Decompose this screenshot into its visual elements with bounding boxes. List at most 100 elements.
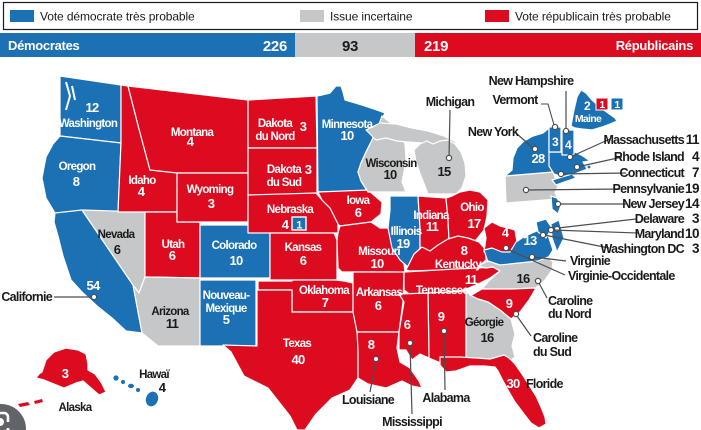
- svg-text:Dakota: Dakota: [267, 164, 302, 176]
- svg-text:Delaware: Delaware: [635, 212, 685, 226]
- svg-text:Missouri: Missouri: [358, 246, 400, 258]
- svg-text:40: 40: [291, 352, 305, 367]
- svg-text:Iowa: Iowa: [347, 195, 371, 207]
- svg-text:Maine: Maine: [575, 113, 602, 125]
- svg-text:4: 4: [502, 225, 510, 240]
- svg-text:Vermont: Vermont: [492, 93, 539, 107]
- svg-text:Connecticut: Connecticut: [619, 166, 685, 180]
- svg-text:Utah: Utah: [162, 239, 185, 251]
- svg-text:Nebraska: Nebraska: [267, 204, 314, 216]
- svg-text:10: 10: [383, 167, 397, 182]
- svg-text:Arkansas: Arkansas: [356, 287, 402, 299]
- svg-text:6: 6: [355, 205, 362, 220]
- svg-text:1: 1: [599, 99, 605, 111]
- svg-text:Caroline: Caroline: [533, 331, 578, 345]
- svg-text:Washington DC: Washington DC: [601, 242, 685, 256]
- svg-text:Oklahoma: Oklahoma: [299, 285, 350, 297]
- svg-text:Michigan: Michigan: [426, 95, 475, 109]
- svg-text:8: 8: [73, 174, 80, 189]
- svg-text:8: 8: [461, 243, 468, 258]
- svg-text:Caroline: Caroline: [548, 294, 593, 308]
- svg-text:Minnesota: Minnesota: [322, 119, 374, 131]
- svg-text:3: 3: [300, 119, 307, 134]
- svg-text:Géorgie: Géorgie: [465, 317, 504, 329]
- svg-text:Arizona: Arizona: [151, 306, 190, 318]
- svg-text:54: 54: [86, 278, 101, 293]
- svg-text:Alaska: Alaska: [59, 402, 93, 414]
- svg-text:Nouveau-: Nouveau-: [203, 290, 251, 302]
- svg-text:10: 10: [229, 253, 243, 268]
- svg-text:Ohio: Ohio: [460, 202, 484, 214]
- svg-text:10: 10: [340, 128, 354, 143]
- svg-text:Maryland: Maryland: [635, 227, 684, 241]
- svg-text:Issue incertaine: Issue incertaine: [330, 10, 413, 24]
- svg-text:11: 11: [166, 316, 179, 331]
- svg-text:Virginie: Virginie: [570, 254, 611, 268]
- svg-text:New York: New York: [468, 125, 519, 139]
- svg-text:Alabama: Alabama: [422, 391, 471, 405]
- svg-text:Rhode Island: Rhode Island: [614, 150, 684, 164]
- svg-text:4: 4: [565, 138, 572, 152]
- svg-text:19: 19: [685, 181, 699, 196]
- svg-text:Wisconsin: Wisconsin: [365, 158, 417, 170]
- svg-text:New Jersey: New Jersey: [622, 197, 685, 211]
- svg-text:9: 9: [506, 296, 513, 311]
- svg-text:17: 17: [467, 216, 481, 231]
- svg-text:10: 10: [685, 226, 699, 241]
- svg-text:Floride: Floride: [526, 377, 564, 391]
- svg-text:Vote républicain très probable: Vote républicain très probable: [515, 10, 671, 24]
- svg-text:Oregon: Oregon: [59, 161, 96, 173]
- svg-text:219: 219: [424, 38, 448, 55]
- svg-text:226: 226: [263, 38, 287, 55]
- svg-text:16: 16: [480, 330, 494, 345]
- svg-text:Tennessee: Tennessee: [416, 285, 469, 297]
- svg-text:Washington: Washington: [59, 118, 118, 130]
- svg-text:16: 16: [516, 271, 530, 286]
- svg-text:6: 6: [404, 317, 411, 332]
- svg-text:Kentucky: Kentucky: [435, 259, 482, 271]
- svg-text:3: 3: [692, 211, 700, 226]
- svg-text:11: 11: [686, 132, 700, 147]
- svg-text:Californie: Californie: [1, 290, 52, 304]
- svg-text:Illinois: Illinois: [391, 226, 422, 238]
- svg-text:4: 4: [692, 149, 700, 164]
- svg-text:1: 1: [296, 220, 302, 232]
- svg-text:3: 3: [692, 241, 700, 256]
- svg-text:Mexique: Mexique: [205, 303, 246, 315]
- svg-text:19: 19: [396, 236, 410, 251]
- svg-text:4: 4: [282, 217, 290, 232]
- svg-text:3: 3: [552, 135, 559, 149]
- svg-text:Montana: Montana: [171, 127, 215, 139]
- svg-text:Vote démocrate très probable: Vote démocrate très probable: [40, 10, 195, 24]
- svg-text:du Nord: du Nord: [255, 131, 295, 143]
- svg-text:du Nord: du Nord: [548, 307, 591, 321]
- svg-text:13: 13: [523, 233, 537, 248]
- svg-text:15: 15: [437, 164, 451, 179]
- svg-text:Nevada: Nevada: [98, 229, 136, 241]
- svg-text:du Sud: du Sud: [533, 345, 571, 359]
- svg-text:3: 3: [62, 366, 69, 381]
- svg-text:Indiana: Indiana: [413, 210, 450, 222]
- svg-text:6: 6: [300, 253, 307, 268]
- svg-text:7: 7: [692, 165, 699, 180]
- svg-text:6: 6: [375, 298, 382, 313]
- svg-text:Wyoming: Wyoming: [187, 184, 234, 196]
- svg-text:7: 7: [322, 295, 329, 310]
- svg-text:Colorado: Colorado: [212, 240, 258, 252]
- svg-text:5: 5: [223, 312, 230, 327]
- svg-text:8: 8: [368, 337, 375, 352]
- svg-text:14: 14: [685, 196, 700, 211]
- svg-text:9: 9: [438, 309, 445, 324]
- svg-text:Kansas: Kansas: [285, 242, 322, 254]
- svg-text:1: 1: [614, 99, 620, 111]
- svg-text:du Sud: du Sud: [267, 177, 302, 189]
- svg-text:4: 4: [187, 134, 195, 149]
- svg-text:Louisiane: Louisiane: [342, 393, 395, 407]
- svg-text:Virginie-Occidentale: Virginie-Occidentale: [568, 269, 675, 283]
- svg-text:11: 11: [426, 219, 439, 234]
- svg-text:10: 10: [370, 256, 384, 271]
- svg-text:6: 6: [169, 248, 176, 263]
- svg-text:Républicains: Républicains: [616, 38, 693, 53]
- svg-text:Mississippi: Mississippi: [382, 415, 442, 429]
- svg-text:3: 3: [208, 196, 215, 211]
